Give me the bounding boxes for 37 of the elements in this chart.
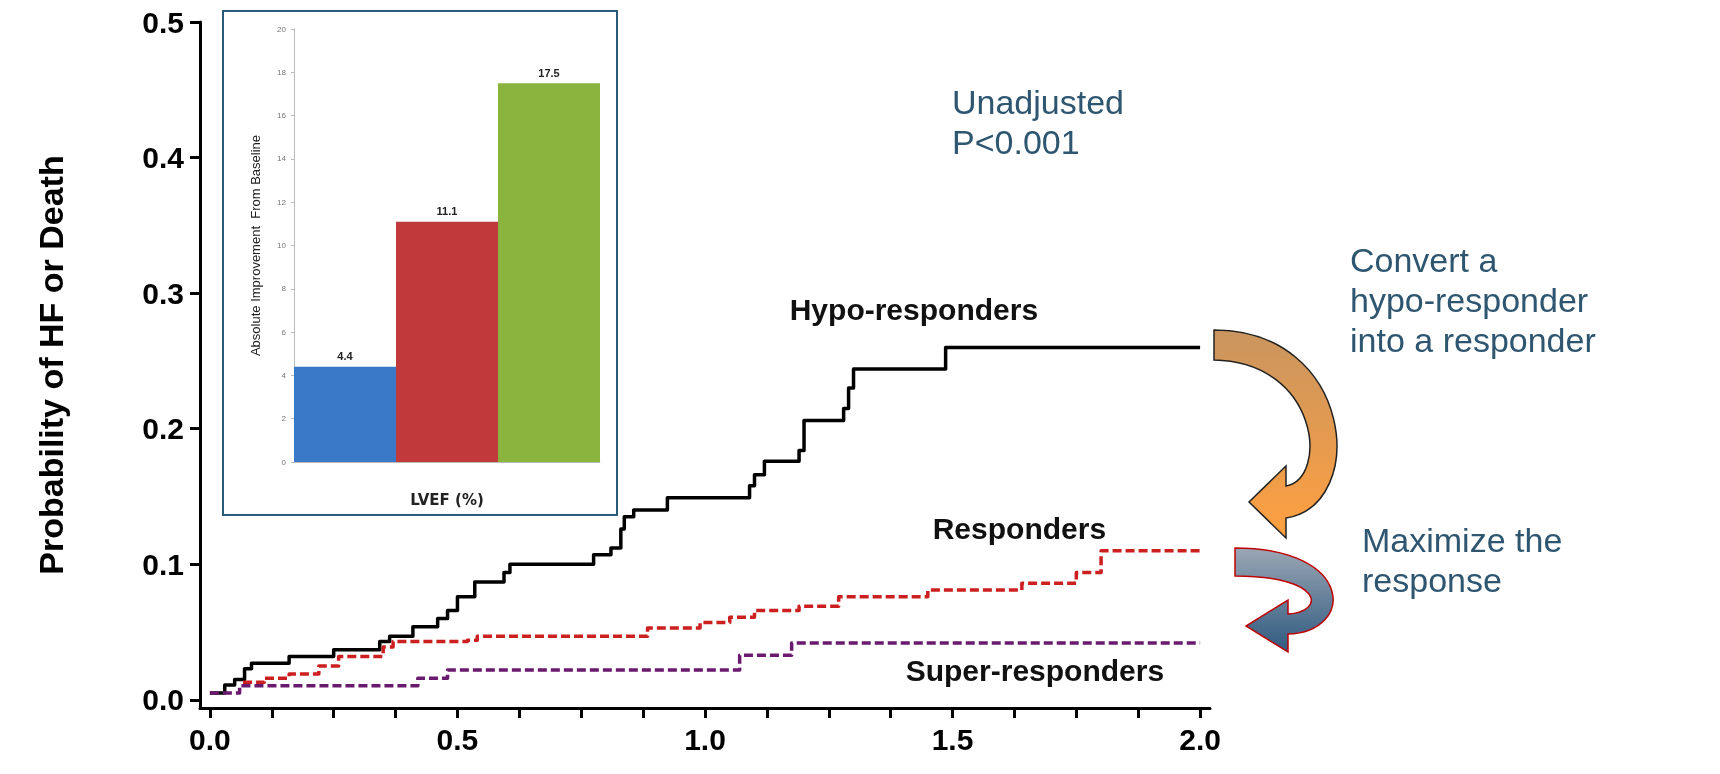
- y-tick-label: 0: [281, 457, 287, 467]
- data-label: 17.5: [538, 66, 560, 79]
- bar: [294, 366, 396, 462]
- y-tick-label: 18: [277, 67, 287, 77]
- series-label: Hypo-responders: [789, 292, 1039, 326]
- bar: [396, 221, 498, 462]
- series-label: Super-responders: [905, 654, 1165, 688]
- y-tick-label: 14: [277, 154, 287, 164]
- y-axis-title: Absolute Improvement From Baseline: [248, 134, 263, 357]
- y-tick-label: 8: [281, 284, 287, 294]
- x-tick-label: 1.0: [684, 722, 726, 756]
- data-label: 11.1: [436, 205, 458, 218]
- data-label: 4.4: [337, 350, 354, 363]
- y-tick-label: 6: [281, 327, 287, 337]
- y-tick-label: 16: [277, 111, 287, 121]
- x-tick-label: 2.0: [1179, 722, 1221, 756]
- y-tick-label: 0.4: [142, 141, 185, 175]
- y-tick-label: 0.0: [142, 683, 184, 717]
- x-tick-label: 1.5: [931, 722, 974, 756]
- y-tick-label: 4: [281, 370, 287, 380]
- y-tick-label: 0.3: [142, 276, 184, 310]
- y-tick-label: 2: [281, 414, 287, 424]
- bar: [498, 83, 600, 462]
- x-tick-label: 0.0: [189, 722, 231, 756]
- y-tick-label: 0.5: [142, 5, 184, 39]
- text: Maximize the response: [1362, 521, 1563, 599]
- series-label: Responders: [932, 512, 1107, 546]
- y-tick-label: 10: [277, 241, 287, 250]
- text: Convert a hypo-responder into a responder: [1350, 241, 1596, 359]
- y-tick-label: 12: [277, 197, 287, 207]
- y-tick-label: 0.1: [142, 547, 184, 581]
- x-tick-label: 0.5: [436, 722, 479, 756]
- annotation: Unadjusted P<0.001: [952, 83, 1125, 161]
- x-axis-title: LVEF (%): [410, 490, 484, 509]
- y-tick-label: 20: [277, 24, 287, 34]
- y-tick-label: 0.2: [142, 412, 184, 446]
- y-axis-title: Probability of HF or Death: [32, 155, 70, 575]
